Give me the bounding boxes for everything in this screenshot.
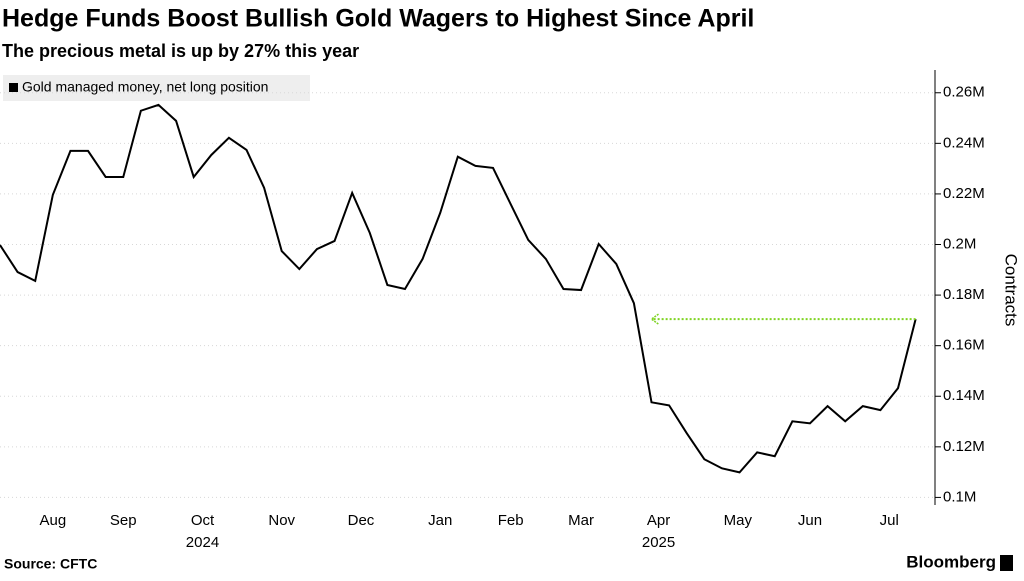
chart-title: Hedge Funds Boost Bullish Gold Wagers to… — [2, 5, 754, 33]
x-tick-label: Jul — [880, 512, 899, 529]
y-tick-label: 0.26M — [943, 84, 985, 101]
y-tick-label: 0.24M — [943, 134, 985, 151]
y-axis-label: Contracts — [1002, 254, 1021, 327]
y-tick-label: 0.2M — [943, 235, 976, 252]
y-tick-label: 0.12M — [943, 438, 985, 455]
y-tick-label: 0.14M — [943, 387, 985, 404]
x-tick-label: Nov — [268, 512, 295, 529]
y-tick-label: 0.22M — [943, 185, 985, 202]
legend-swatch — [9, 83, 18, 92]
x-tick-label: Apr — [647, 512, 670, 529]
y-tick-label: 0.18M — [943, 286, 985, 303]
brand-icon — [1000, 555, 1013, 571]
x-tick-label: Dec — [348, 512, 375, 529]
chart-subtitle: The precious metal is up by 27% this yea… — [2, 41, 359, 61]
x-tick-label: Sep — [110, 512, 137, 529]
x-tick-label: Jun — [798, 512, 822, 529]
y-tick-label: 0.1M — [943, 488, 976, 505]
brand: Bloomberg — [906, 552, 996, 571]
y-tick-label: 0.16M — [943, 337, 985, 354]
source: Source: CFTC — [4, 556, 97, 572]
x-tick-label: Feb — [498, 512, 524, 529]
year-label: 2025 — [642, 534, 675, 551]
x-tick-label: Aug — [39, 512, 66, 529]
year-label: 2024 — [186, 534, 219, 551]
x-tick-label: Mar — [568, 512, 594, 529]
data-line — [0, 103, 917, 474]
x-tick-label: May — [724, 512, 753, 529]
x-tick-label: Jan — [428, 512, 452, 529]
legend-label: Gold managed money, net long position — [22, 79, 268, 95]
legend-box — [3, 75, 310, 101]
x-tick-label: Oct — [191, 512, 215, 529]
